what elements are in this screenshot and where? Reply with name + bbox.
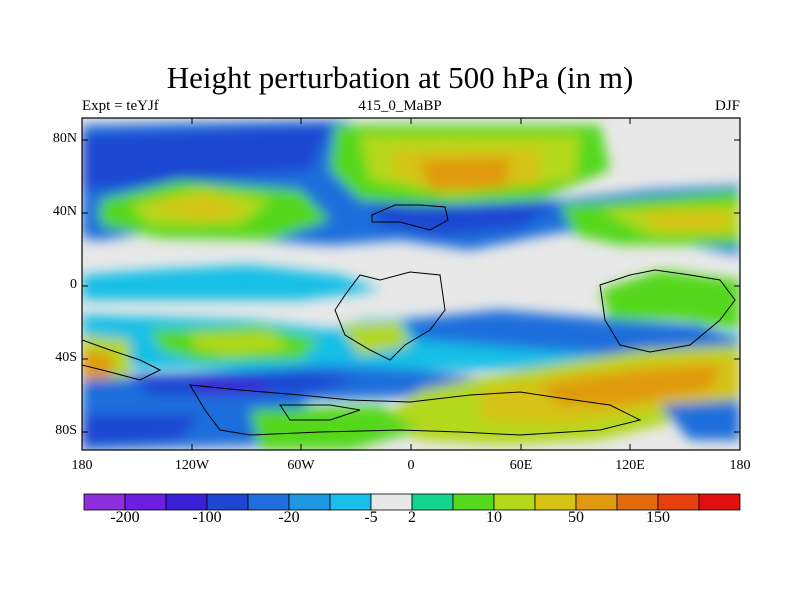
period-label: 415_0_MaBP	[358, 98, 442, 114]
colorbar-swatch-10	[493, 493, 536, 511]
season-label: DJF	[714, 98, 740, 114]
lat-label-80s: 80S	[55, 423, 77, 438]
plot-title: Height perturbation at 500 hPa (in m)	[166, 60, 634, 95]
colorbar-swatch-4	[247, 493, 290, 511]
colorbar-swatch-1	[124, 493, 167, 511]
colorbar	[83, 493, 741, 511]
colorbar-swatch-9	[452, 493, 495, 511]
colorbar-tick-label: 2	[408, 509, 416, 526]
colorbar-swatch-8	[411, 493, 454, 511]
colorbar-swatch-15	[698, 493, 741, 511]
colorbar-swatch-12	[575, 493, 618, 511]
lat-label-40s: 40S	[55, 350, 77, 365]
lon-label-120e: 120E	[615, 458, 645, 473]
experiment-label: Expt = teYJf	[82, 98, 159, 114]
colorbar-tick-label: -200	[110, 509, 140, 526]
lon-label-60e: 60E	[509, 458, 533, 473]
lat-label-0: 0	[70, 277, 77, 292]
colorbar-swatch-11	[534, 493, 577, 511]
colorbar-swatch-14	[657, 493, 700, 511]
colorbar-swatch-13	[616, 493, 659, 511]
colorbar-swatch-0	[83, 493, 126, 511]
colorbar-tick-label: 50	[568, 509, 584, 526]
lat-label-40n: 40N	[52, 204, 77, 219]
colorbar-tick-label: -5	[364, 509, 378, 526]
colorbar-tick-label: 10	[486, 509, 502, 526]
lon-label-180w: 180	[71, 458, 93, 473]
lon-label-0: 0	[407, 458, 415, 473]
colorbar-tick-label: -20	[278, 509, 300, 526]
lon-label-180e: 180	[729, 458, 751, 473]
colorbar-swatch-5	[288, 493, 331, 511]
axis-ticks	[81, 118, 741, 450]
lat-label-80n: 80N	[52, 131, 77, 146]
filled-contours	[82, 118, 740, 450]
colorbar-tick-label: 150	[646, 509, 670, 526]
colorbar-tick-label: -100	[192, 509, 222, 526]
colorbar-swatch-3	[206, 493, 249, 511]
colorbar-swatch-6	[329, 493, 372, 511]
lon-label-120w: 120W	[174, 458, 210, 473]
colorbar-swatch-7	[370, 493, 413, 511]
colorbar-swatch-2	[165, 493, 208, 511]
lon-label-60w: 60W	[287, 458, 315, 473]
coastlines	[82, 204, 736, 436]
